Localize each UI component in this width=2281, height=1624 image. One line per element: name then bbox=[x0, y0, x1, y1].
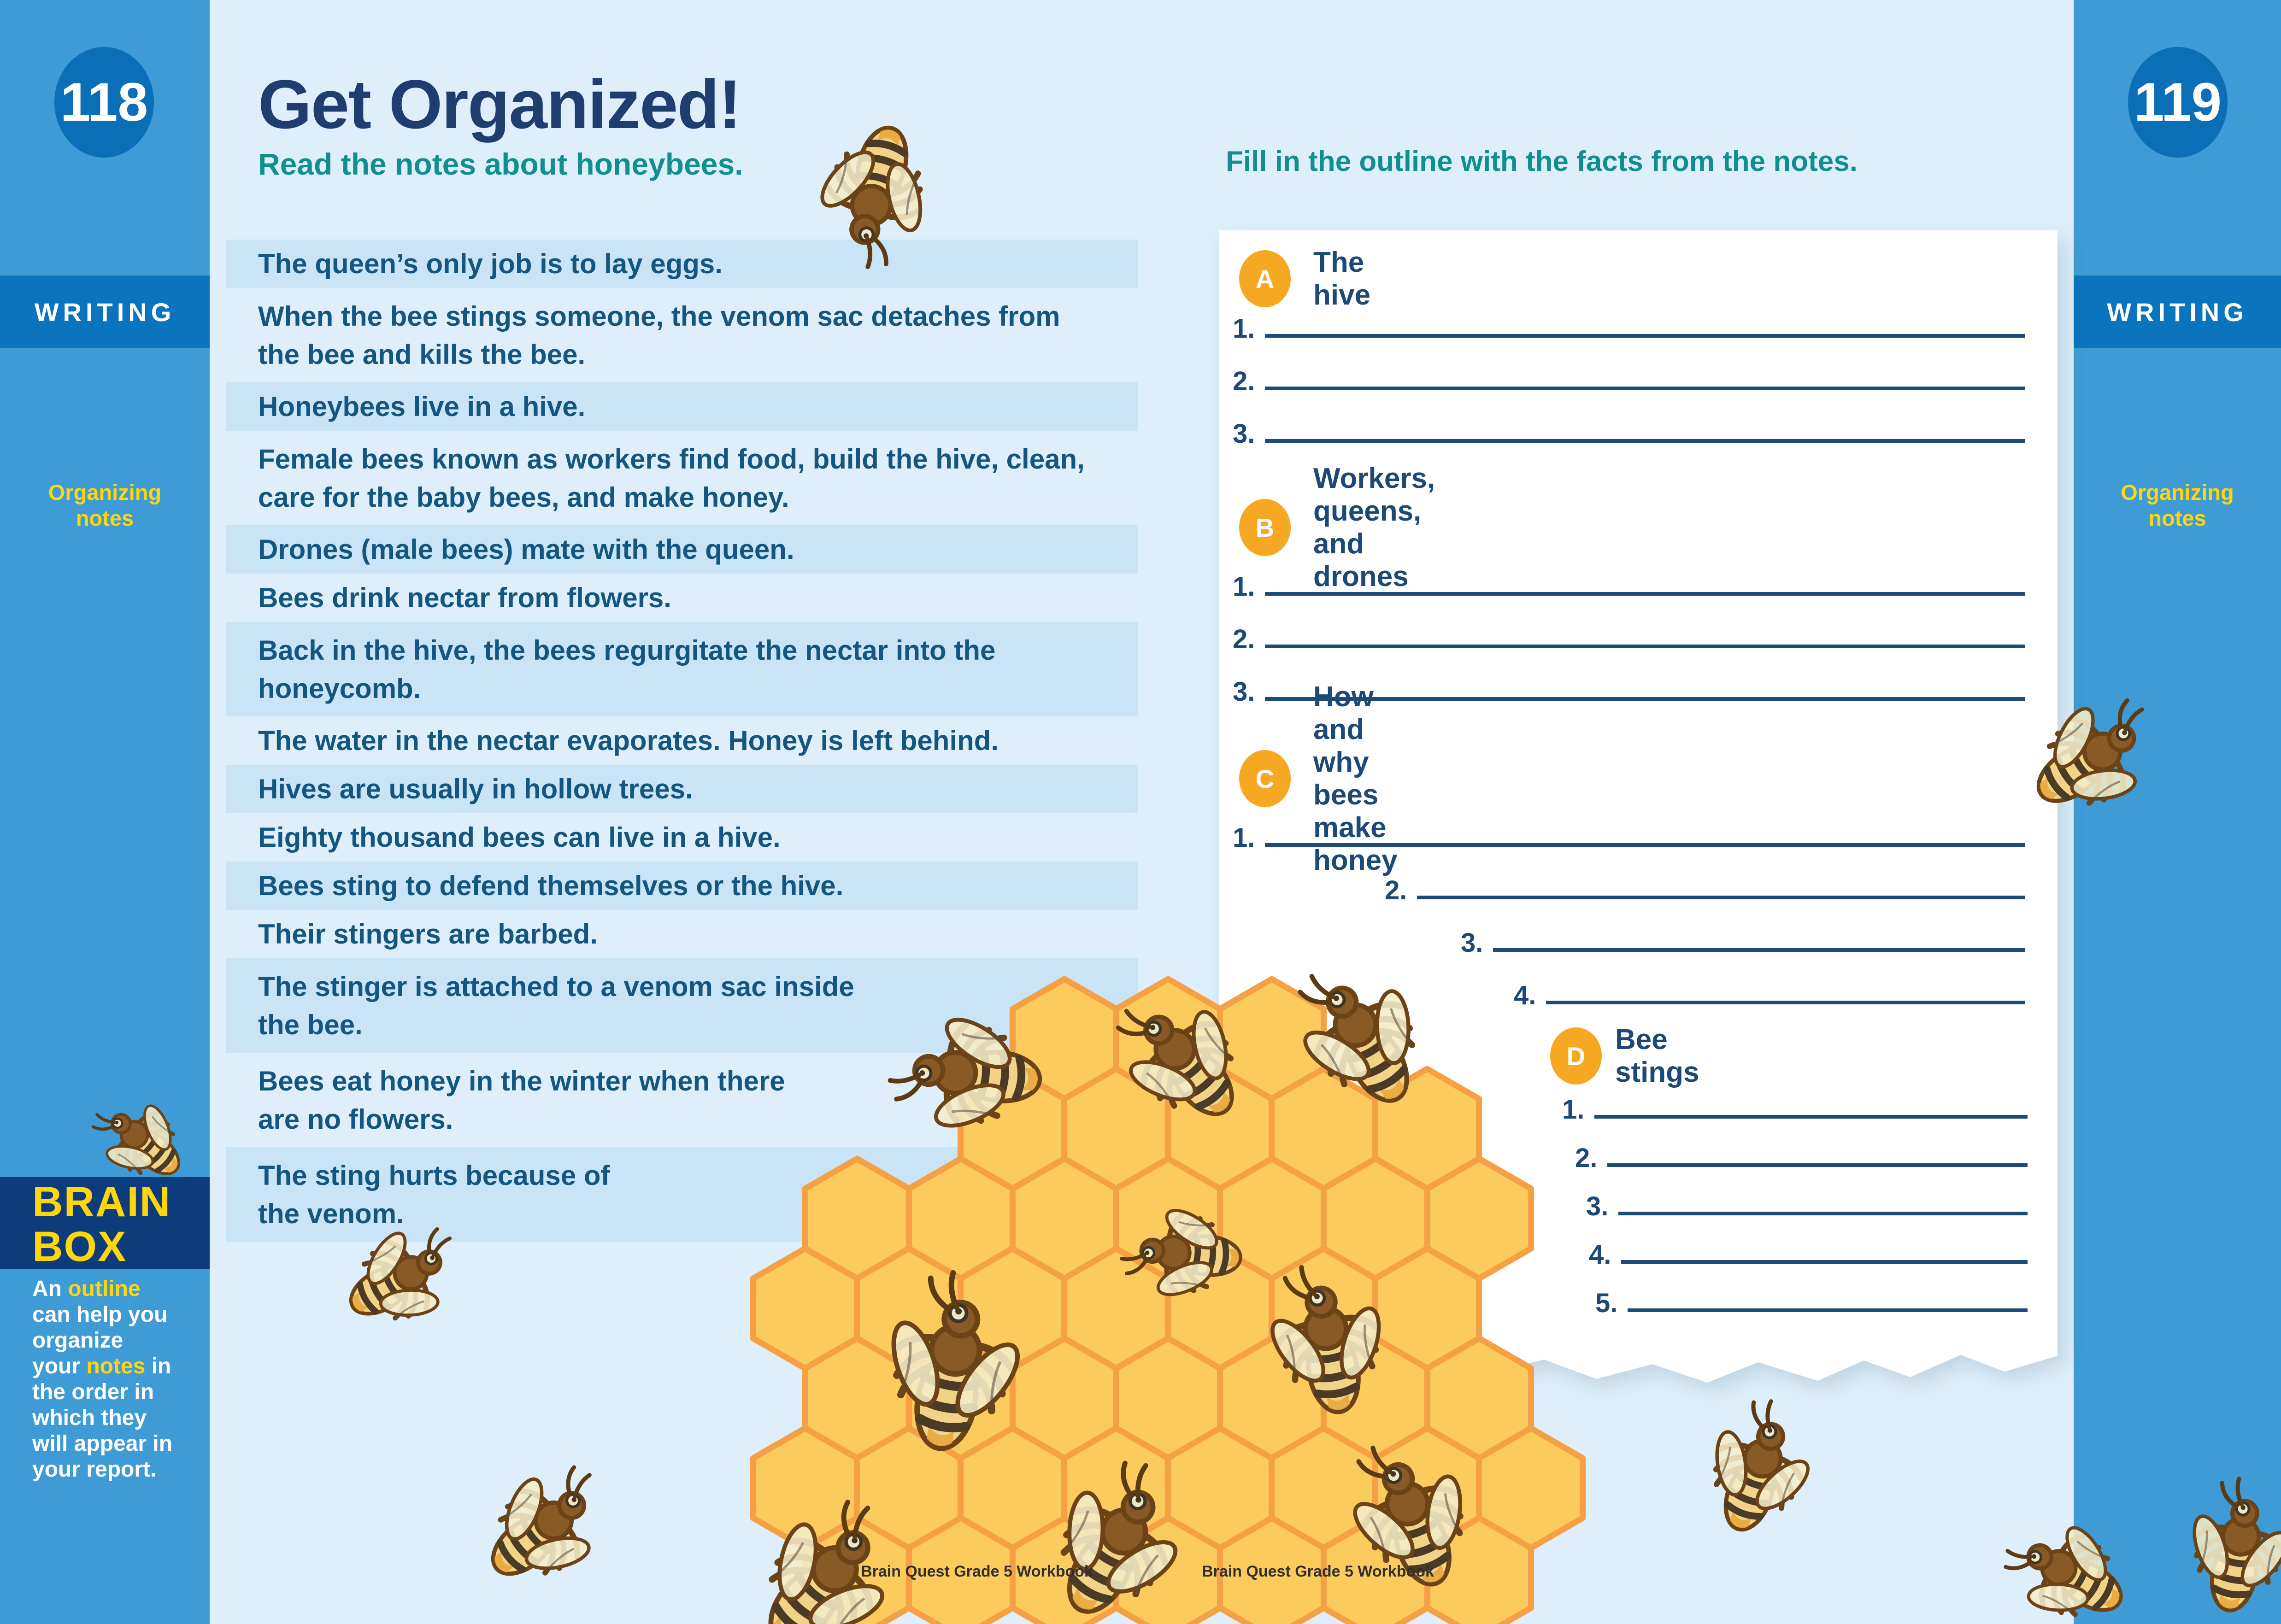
blank-line bbox=[1493, 907, 2025, 952]
footer-left: Brain Quest Grade 5 Workbook bbox=[861, 1563, 1093, 1580]
outline-blank-item: 4. bbox=[1589, 1219, 2028, 1268]
brainbox-body-line: will appear in bbox=[32, 1431, 173, 1456]
note-row: Bees sting to defend themselves or the h… bbox=[226, 862, 1138, 910]
left-sidebar bbox=[0, 0, 210, 1624]
outline-blank-item: 2. bbox=[1385, 858, 2025, 904]
outline-letter-badge: D bbox=[1550, 1027, 1602, 1085]
footer-right: Brain Quest Grade 5 Workbook bbox=[1202, 1563, 1434, 1580]
blank-line bbox=[1265, 603, 2025, 648]
blank-line bbox=[1417, 854, 2025, 899]
note-row: Back in the hive, the bees regurgitate t… bbox=[226, 622, 1138, 716]
outline-letter-badge: A bbox=[1239, 250, 1291, 307]
right-sidebar bbox=[2074, 0, 2281, 1624]
torn-paper-edge bbox=[1219, 1343, 2058, 1383]
outline-blank-item: 5. bbox=[1595, 1271, 2028, 1317]
blank-line bbox=[1621, 1219, 2028, 1264]
note-row: The water in the nectar evaporates. Hone… bbox=[258, 725, 999, 756]
outline-blank-item: 1. bbox=[1233, 551, 2025, 600]
page-number-right: 119 bbox=[2128, 47, 2228, 158]
outline-blank-item: 2. bbox=[1575, 1126, 2028, 1172]
outline-letter-badge: B bbox=[1239, 499, 1291, 556]
outline-blank-item: 2. bbox=[1233, 607, 2025, 653]
note-row: Hives are usually in hollow trees. bbox=[226, 765, 1138, 813]
brainbox-title-line1: BRAIN bbox=[32, 1178, 171, 1225]
note-row: The queen’s only job is to lay eggs. bbox=[226, 240, 1138, 288]
outline-section-label: How and why bees make honey bbox=[1313, 681, 1398, 876]
outline-section-label: The hive bbox=[1313, 246, 1371, 311]
note-row: Eighty thousand bees can live in a hive. bbox=[258, 822, 781, 853]
outline-blank-item: 2. bbox=[1233, 349, 2025, 395]
page-number-right-value: 119 bbox=[2134, 72, 2222, 133]
note-row: The sting hurts because of the venom. bbox=[226, 1147, 1138, 1242]
blank-line bbox=[1265, 551, 2025, 596]
blank-line bbox=[1546, 959, 2025, 1004]
blank-line bbox=[1607, 1122, 2028, 1167]
sidebar-topic-right: Organizing notes bbox=[2121, 480, 2234, 530]
note-row: Female bees known as workers find food, … bbox=[258, 443, 1085, 513]
outline-blank-item: 1. bbox=[1233, 293, 2025, 342]
outline-letter-badge: C bbox=[1239, 750, 1291, 807]
outline-blank-item: 3. bbox=[1233, 656, 2025, 705]
note-row: Drones (male bees) mate with the queen. bbox=[226, 525, 1138, 574]
page-number-left-value: 118 bbox=[60, 72, 148, 133]
note-row: When the bee stings someone, the venom s… bbox=[258, 300, 1060, 370]
outline-blank-item: 3. bbox=[1233, 398, 2025, 447]
brainbox-body-line: can help you bbox=[32, 1302, 168, 1327]
note-row: Honeybees live in a hive. bbox=[226, 382, 1138, 431]
blank-line bbox=[1628, 1267, 2028, 1312]
outline-blank-item: 3. bbox=[1586, 1174, 2028, 1220]
outline-section-label: Bee stings bbox=[1615, 1024, 1699, 1088]
blank-line bbox=[1265, 656, 2025, 701]
outline-blank-item: 3. bbox=[1461, 907, 2025, 956]
note-row: Bees drink nectar from flowers. bbox=[258, 582, 671, 613]
brainbox-title: BRAIN BOX bbox=[0, 1177, 210, 1269]
page-number-left: 118 bbox=[54, 47, 154, 158]
brainbox-body-line: your notes in bbox=[32, 1354, 171, 1378]
blank-line bbox=[1265, 398, 2025, 443]
note-row: The stinger is attached to a venom sac i… bbox=[226, 958, 1138, 1053]
blank-line bbox=[1265, 345, 2025, 390]
page-subtitle: Read the notes about honeybees. bbox=[258, 147, 743, 181]
section-tab-left: WRITING bbox=[0, 276, 210, 348]
outline-blank-item: 1. bbox=[1562, 1077, 2028, 1123]
brainbox-body-line: An outline bbox=[32, 1277, 141, 1301]
brainbox-body-line: which they bbox=[32, 1406, 147, 1430]
outline-blank-item: 4. bbox=[1514, 963, 2025, 1009]
blank-line bbox=[1265, 293, 2025, 338]
brainbox-body-line: organize bbox=[32, 1328, 123, 1353]
section-tab-right: WRITING bbox=[2074, 276, 2281, 348]
instruction-heading: Fill in the outline with the facts from … bbox=[1226, 146, 1858, 177]
section-tab-left-label: WRITING bbox=[34, 297, 176, 327]
brainbox-title-line2: BOX bbox=[32, 1223, 127, 1270]
outline-section-label: Workers, queens, and drones bbox=[1313, 463, 1435, 592]
note-row: Bees eat honey in the winter when there a… bbox=[258, 1065, 785, 1135]
page-title: Get Organized! bbox=[258, 65, 741, 143]
brainbox-body-line: your report. bbox=[32, 1457, 157, 1482]
sidebar-topic-left: Organizing notes bbox=[48, 480, 162, 530]
blank-line bbox=[1594, 1073, 2028, 1119]
blank-line bbox=[1618, 1170, 2028, 1215]
brainbox-body-line: the order in bbox=[32, 1380, 154, 1404]
brainbox-body: An outline can help you organize your no… bbox=[32, 1276, 203, 1483]
blank-line bbox=[1265, 802, 2025, 847]
section-tab-right-label: WRITING bbox=[2107, 297, 2248, 327]
outline-blank-item: 1. bbox=[1233, 802, 2025, 851]
note-row: Their stingers are barbed. bbox=[258, 919, 598, 950]
